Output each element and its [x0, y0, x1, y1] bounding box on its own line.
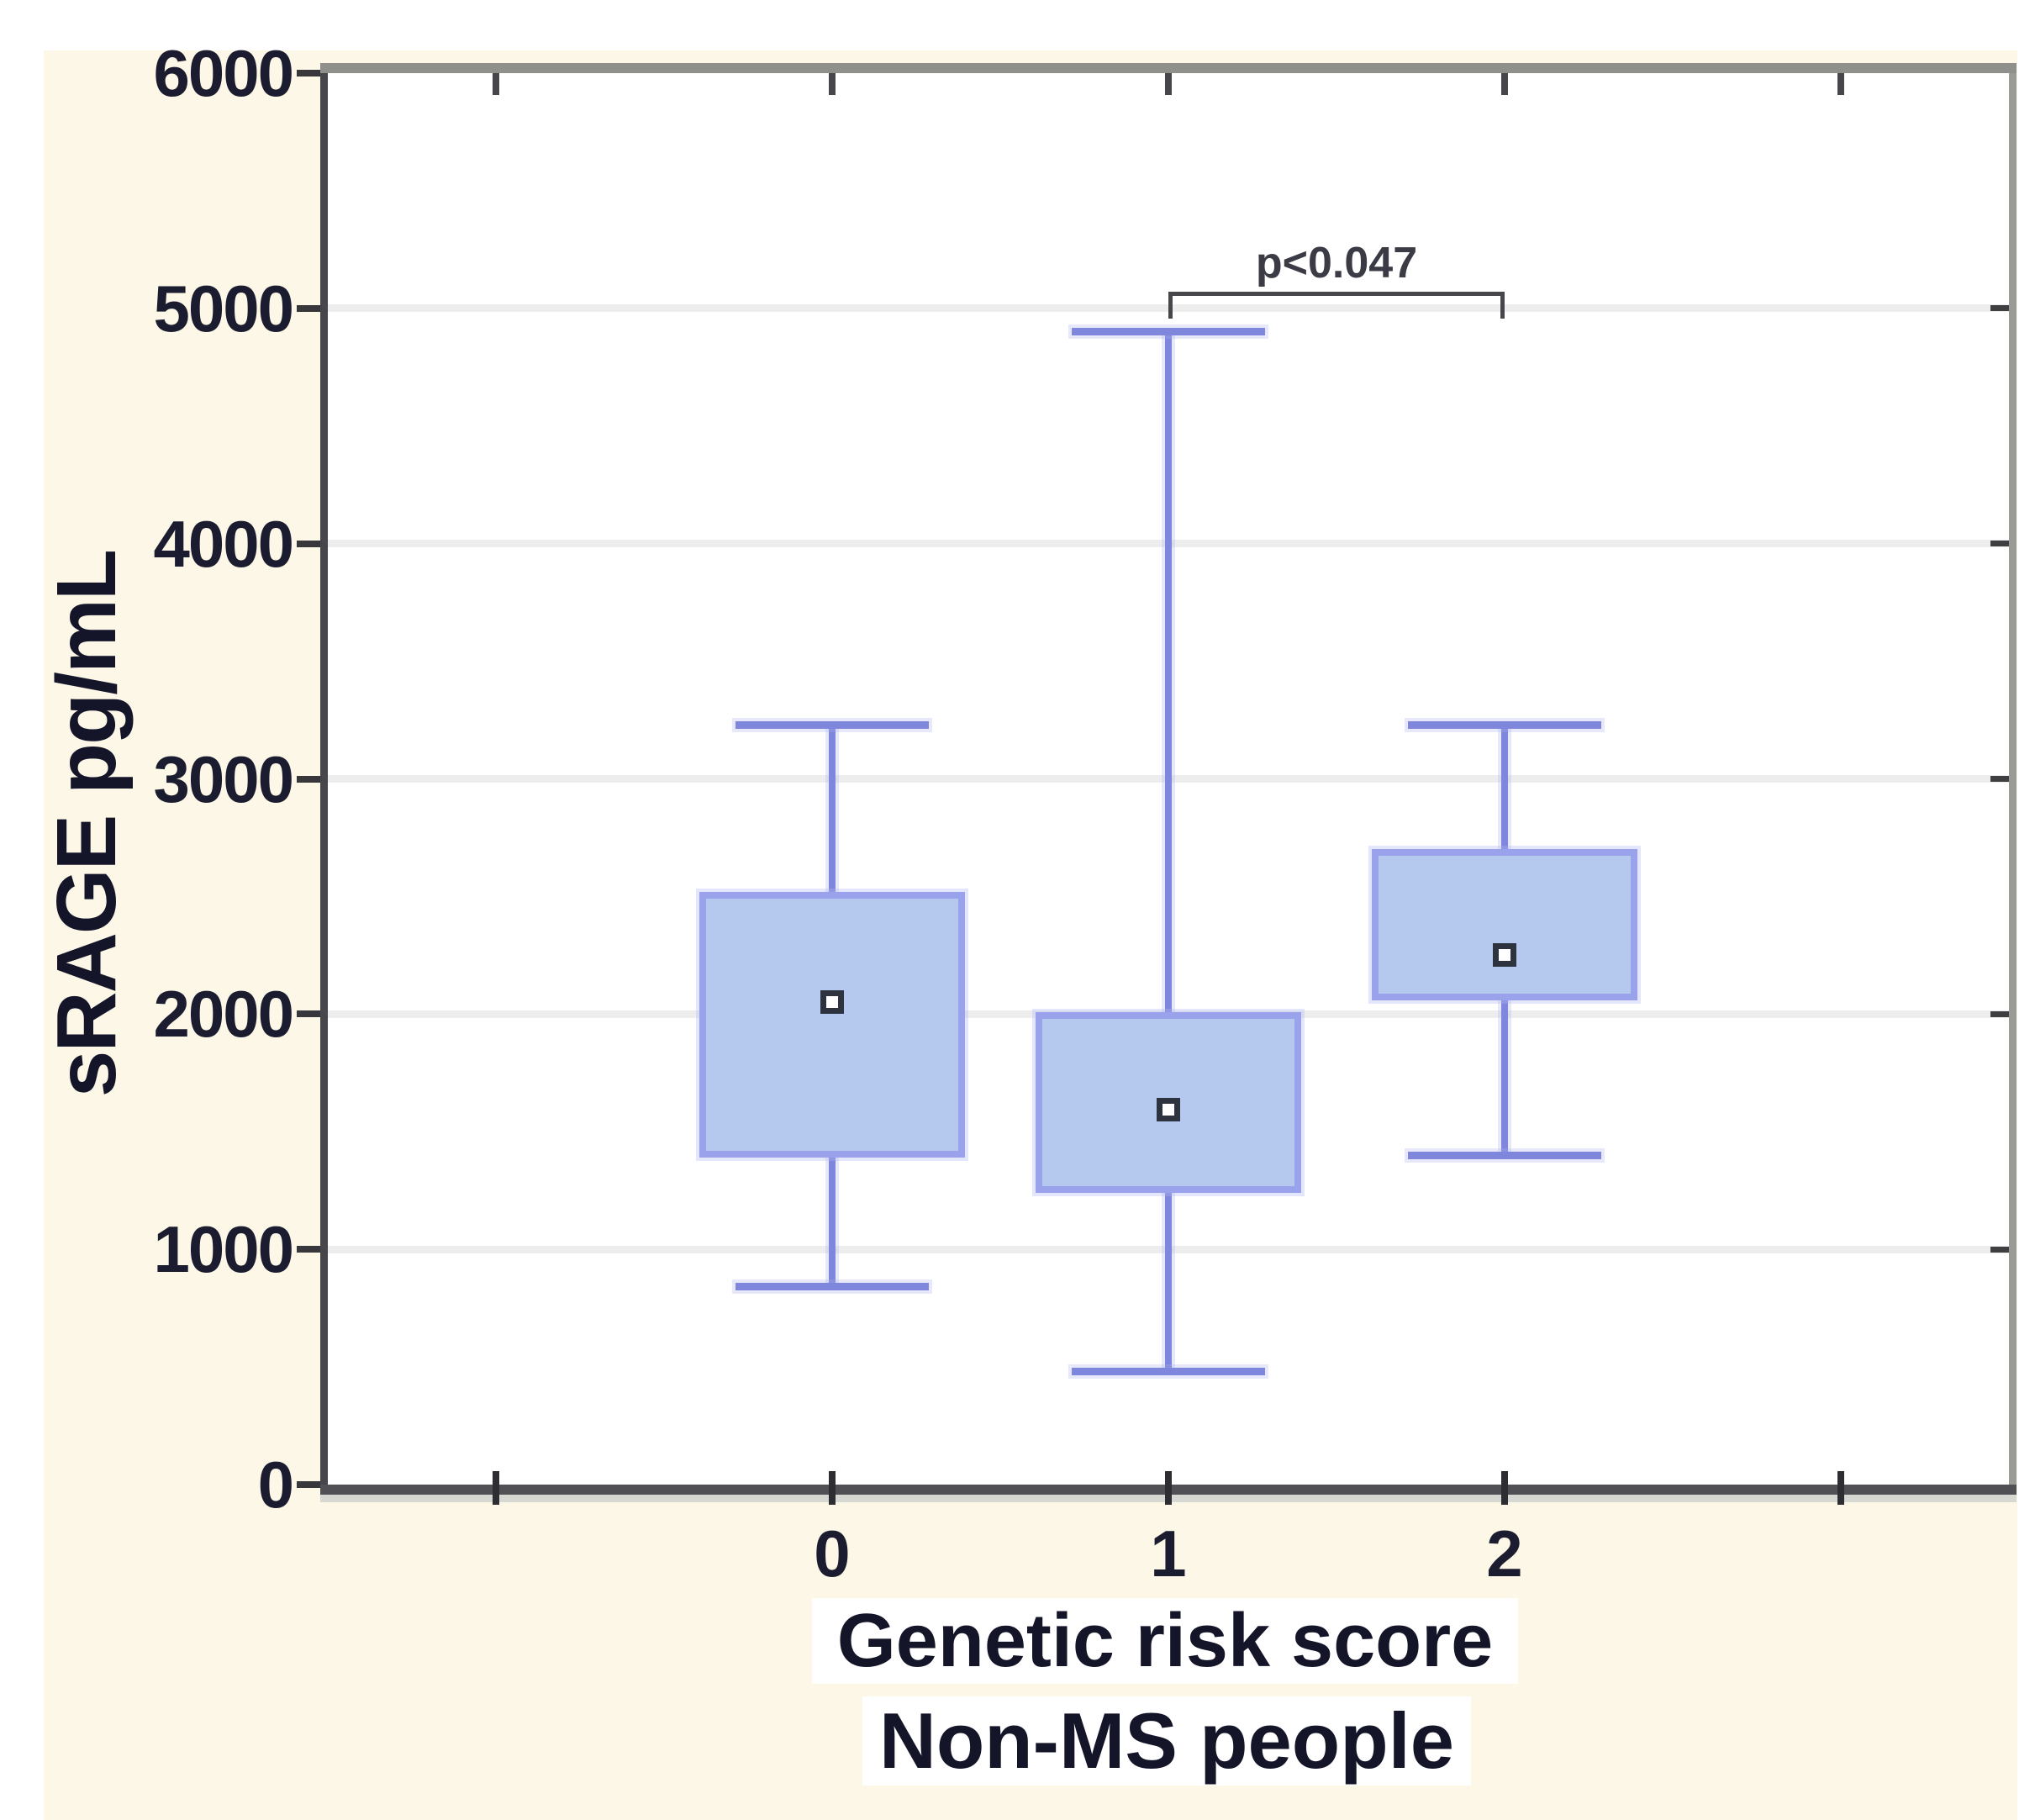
x-axis-bottom-tick-4 — [1837, 1471, 1844, 1505]
x-axis-top-tick-0 — [493, 73, 499, 95]
y-axis-tick-label-6000: 6000 — [153, 36, 294, 110]
x-axis-bottom-tick-2 — [1165, 1471, 1172, 1505]
whisker-cap-lower-grs2 — [1408, 1151, 1601, 1159]
y-axis-tick-label-3000: 3000 — [153, 741, 294, 816]
whisker-cap-upper-grs0 — [735, 720, 929, 729]
whisker-cap-upper-grs2 — [1408, 720, 1601, 729]
whisker-stem-grs1 — [1165, 331, 1172, 1372]
y-axis-tick-0 — [297, 1481, 320, 1488]
x-axis-tick-label-1: 1 — [1150, 1517, 1187, 1591]
y-axis-right-tick-3000 — [1990, 776, 2009, 782]
x-axis-subtitle-text: Non-MS people — [878, 1696, 1455, 1785]
y-axis-right-tick-1000 — [1990, 1246, 2009, 1253]
mean-marker-grs0 — [820, 990, 844, 1015]
x-axis-title: Genetic risk score — [812, 1598, 1518, 1684]
y-axis-tick-2000 — [297, 1010, 320, 1018]
y-axis-tick-label-1000: 1000 — [153, 1212, 294, 1287]
y-axis-tick-6000 — [297, 70, 320, 76]
y-axis-right-tick-2000 — [1990, 1010, 2009, 1017]
significance-p-value-label: p<0.047 — [1255, 239, 1418, 288]
y-axis-right-tick-5000 — [1990, 305, 2009, 312]
box-grs2 — [1372, 849, 1637, 1000]
x-axis-bottom-tick-1 — [829, 1471, 836, 1505]
plot-frame-left — [320, 73, 328, 1485]
y-axis-tick-label-4000: 4000 — [153, 506, 294, 581]
x-axis-tick-label-0: 0 — [814, 1517, 851, 1591]
whisker-cap-upper-grs1 — [1072, 328, 1265, 336]
y-axis-tick-label-5000: 5000 — [153, 271, 294, 346]
y-axis-right-tick-4000 — [1990, 541, 2009, 547]
x-axis-top-tick-1 — [829, 73, 836, 95]
significance-bracket-line — [1168, 292, 1505, 297]
y-axis-tick-3000 — [297, 775, 320, 783]
x-axis-top-tick-4 — [1837, 73, 1844, 95]
whisker-cap-lower-grs0 — [735, 1283, 929, 1291]
whisker-cap-lower-grs1 — [1072, 1368, 1265, 1376]
y-axis-tick-1000 — [297, 1246, 320, 1253]
plot-frame-right — [2009, 73, 2017, 1485]
mean-marker-grs1 — [1157, 1097, 1180, 1121]
plot-frame-top — [320, 63, 2017, 73]
x-axis-top-tick-3 — [1501, 73, 1508, 95]
box-grs0 — [699, 891, 965, 1158]
y-axis-tick-label-0: 0 — [257, 1448, 294, 1522]
y-axis-tick-label-2000: 2000 — [153, 977, 294, 1052]
x-axis-subtitle: Non-MS people — [862, 1696, 1471, 1786]
mean-marker-grs2 — [1493, 943, 1516, 968]
x-axis-title-text: Genetic risk score — [836, 1598, 1494, 1683]
y-axis-tick-5000 — [297, 304, 320, 312]
y-axis-tick-4000 — [297, 540, 320, 547]
significance-bracket-left-tick — [1168, 292, 1173, 319]
plot-area: 0 1000 2000 3000 4000 5000 6000 0 1 2 p<0.047 — [153, 36, 2017, 1591]
x-axis-bottom-tick-0 — [493, 1471, 499, 1505]
x-axis-tick-label-2: 2 — [1486, 1517, 1523, 1591]
x-axis-bottom-tick-3 — [1501, 1471, 1508, 1505]
significance-bracket-right-tick — [1500, 292, 1505, 319]
x-axis-top-tick-2 — [1165, 73, 1172, 95]
